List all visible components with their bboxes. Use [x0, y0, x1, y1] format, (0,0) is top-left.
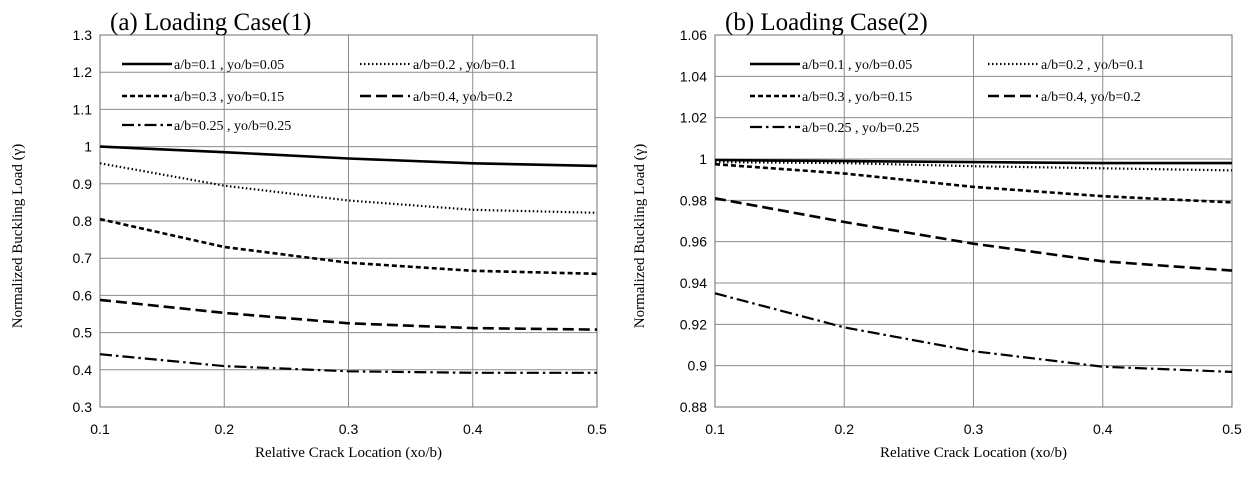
- plot-area: [99, 34, 598, 408]
- y-tick-label: 0.9: [688, 358, 708, 374]
- x-tick-label: 0.1: [90, 421, 110, 437]
- chart-b: 0.88 0.9 0.92 0.94 0.96 0.98 1 1.02 1.04 1.06 0.1 0…: [632, 9, 1242, 461]
- series-line-1: [714, 158, 1232, 165]
- legend-item-5: a/b=0.25 , yo/b=0.25: [750, 121, 919, 136]
- legend-label: a/b=0.4, yo/b=0.2: [413, 90, 513, 105]
- y-tick-label: 1.06: [680, 27, 707, 43]
- y-tick-label: 1.3: [73, 27, 93, 43]
- y-tick-label: 0.92: [680, 316, 707, 332]
- x-tick-label: 0.2: [835, 421, 855, 437]
- legend-label: a/b=0.1 , yo/b=0.05: [174, 58, 284, 73]
- y-tick-label: 0.6: [73, 287, 93, 303]
- legend-item-3: a/b=0.3 , yo/b=0.15: [122, 90, 284, 105]
- x-axis-label: Relative Crack Location (xo/b): [880, 445, 1067, 461]
- y-tick-label: 0.3: [73, 399, 93, 415]
- x-tick-label: 0.3: [339, 421, 359, 437]
- legend-item-1: a/b=0.1 , yo/b=0.05: [122, 58, 284, 73]
- chart-a: 0.3 0.4 0.5 0.6 0.7 0.8 0.9 1 1.1 1.2 1.3 0.1 0.2 0.3…: [10, 9, 607, 461]
- chart-title: (a) Loading Case(1): [110, 9, 311, 36]
- legend-label: a/b=0.2 , yo/b=0.1: [1041, 58, 1144, 73]
- series-line-5: [714, 292, 1233, 373]
- legend-item-4: a/b=0.4, yo/b=0.2: [360, 90, 513, 105]
- legend-item-2: a/b=0.2 , yo/b=0.1: [360, 58, 516, 73]
- x-tick-label: 0.3: [964, 421, 984, 437]
- plot-area: [714, 34, 1233, 408]
- y-tick-label: 0.94: [680, 275, 707, 291]
- x-tick-label: 0.4: [1093, 421, 1113, 437]
- y-tick-label: 1.2: [73, 64, 93, 80]
- legend-label: a/b=0.25 , yo/b=0.25: [174, 119, 291, 134]
- y-tick-label: 1: [699, 151, 707, 167]
- y-tick-label: 1.04: [680, 68, 707, 84]
- y-tick-label: 1: [84, 139, 92, 155]
- legend-item-3: a/b=0.3 , yo/b=0.15: [750, 90, 912, 105]
- legend-label: a/b=0.2 , yo/b=0.1: [413, 58, 516, 73]
- y-tick-label: 0.98: [680, 192, 707, 208]
- series-line-4: [714, 197, 1233, 272]
- y-tick-label: 1.1: [73, 101, 93, 117]
- legend-item-2: a/b=0.2 , yo/b=0.1: [988, 58, 1144, 73]
- series-line-3: [99, 217, 598, 276]
- x-tick-label: 0.5: [1222, 421, 1242, 437]
- x-tick-label: 0.1: [705, 421, 725, 437]
- x-tick-label: 0.4: [463, 421, 483, 437]
- legend-label: a/b=0.1 , yo/b=0.05: [802, 58, 912, 73]
- y-tick-label: 1.02: [680, 110, 707, 126]
- y-tick-label: 0.7: [73, 250, 93, 266]
- chart-title: (b) Loading Case(2): [725, 9, 928, 36]
- series-line-5: [99, 353, 597, 374]
- x-tick-label: 0.5: [587, 421, 607, 437]
- y-tick-label: 0.5: [73, 325, 93, 341]
- legend-item-4: a/b=0.4, yo/b=0.2: [988, 90, 1141, 105]
- legend-label: a/b=0.3 , yo/b=0.15: [802, 90, 912, 105]
- series-line-4: [99, 298, 598, 331]
- legend-label: a/b=0.4, yo/b=0.2: [1041, 90, 1141, 105]
- y-tick-label: 0.88: [680, 399, 707, 415]
- y-tick-label: 0.4: [73, 362, 93, 378]
- legend-label: a/b=0.25 , yo/b=0.25: [802, 121, 919, 136]
- legend-item-5: a/b=0.25 , yo/b=0.25: [122, 119, 291, 134]
- legend-item-1: a/b=0.1 , yo/b=0.05: [750, 58, 912, 73]
- y-axis-label: Normalized Buckling Load (γ): [10, 144, 26, 329]
- y-axis-label: Normalized Buckling Load (γ): [632, 144, 648, 329]
- x-axis-label: Relative Crack Location (xo/b): [255, 445, 442, 461]
- x-tick-label: 0.2: [215, 421, 235, 437]
- y-tick-label: 0.96: [680, 234, 707, 250]
- legend-label: a/b=0.3 , yo/b=0.15: [174, 90, 284, 105]
- y-tick-label: 0.8: [73, 213, 93, 229]
- y-tick-label: 0.9: [73, 176, 93, 192]
- series-line-2: [99, 162, 598, 214]
- series-line-3: [714, 162, 1233, 204]
- series-line-1: [99, 145, 598, 168]
